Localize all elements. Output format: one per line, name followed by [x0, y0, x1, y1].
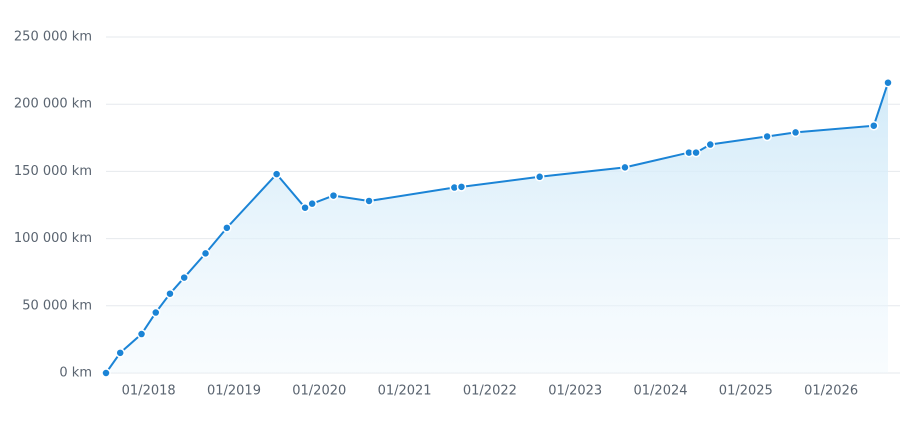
x-tick-label: 01/2024 — [634, 384, 688, 399]
point — [300, 202, 310, 213]
x-tick-label: 01/2018 — [122, 384, 176, 399]
point — [115, 348, 125, 358]
x-tick-label: 01/2020 — [292, 384, 346, 399]
y-tick-label: 200 000 km — [14, 97, 92, 112]
x-tick-label: 01/2021 — [378, 384, 432, 399]
point — [705, 139, 716, 150]
point — [271, 169, 282, 179]
y-tick-label: 150 000 km — [14, 164, 92, 179]
x-tick-label: 01/2019 — [207, 384, 261, 399]
point — [869, 120, 879, 131]
point — [307, 198, 317, 209]
point — [136, 329, 147, 339]
point — [165, 288, 175, 299]
point — [179, 272, 189, 283]
point — [620, 162, 630, 173]
y-tick-label: 0 km — [59, 366, 92, 381]
point — [101, 368, 111, 378]
y-tick-label: 100 000 km — [14, 231, 92, 246]
point — [222, 223, 232, 233]
x-tick-label: 01/2023 — [548, 384, 602, 399]
point — [200, 248, 211, 259]
x-tick-label: 01/2022 — [463, 384, 517, 399]
y-tick-label: 50 000 km — [22, 298, 92, 313]
point — [883, 77, 893, 88]
point — [534, 172, 545, 182]
y-tick-label: 250 000 km — [14, 30, 92, 45]
point — [364, 196, 374, 206]
x-tick-label: 01/2026 — [804, 384, 858, 399]
point — [151, 307, 161, 318]
point — [456, 182, 467, 192]
point — [328, 190, 339, 201]
point — [790, 127, 801, 138]
point — [762, 131, 772, 142]
x-tick-label: 01/2025 — [719, 384, 773, 399]
point — [691, 147, 701, 158]
